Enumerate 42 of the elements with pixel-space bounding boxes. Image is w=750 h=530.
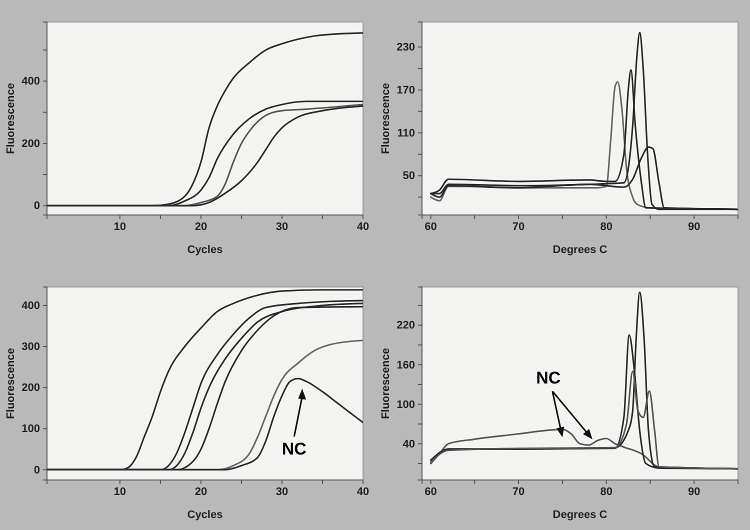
y-tick-label: 400 xyxy=(22,300,40,312)
y-tick-label: 0 xyxy=(34,464,40,476)
x-axis-title: Cycles xyxy=(187,244,223,256)
y-tick-label: 0 xyxy=(34,200,40,212)
x-tick-label: 60 xyxy=(424,220,437,233)
y-axis-title: Fluorescence xyxy=(5,348,17,419)
x-tick-label: 40 xyxy=(356,486,370,498)
y-axis-title: Fluorescence xyxy=(380,83,392,154)
x-tick-label: 30 xyxy=(276,220,288,233)
y-tick-label: 400 xyxy=(22,76,40,88)
y-tick-label: 230 xyxy=(396,42,415,54)
x-axis-title: Cycles xyxy=(187,509,223,521)
y-tick-label: 40 xyxy=(402,438,415,450)
annotation: NC xyxy=(282,440,306,459)
x-tick-label: 90 xyxy=(688,220,700,233)
x-tick-label: 20 xyxy=(194,220,208,233)
x-axis-title: Degrees C xyxy=(552,509,608,521)
y-tick-label: 200 xyxy=(22,138,40,150)
annotation: NC xyxy=(536,368,561,388)
y-tick-label: 50 xyxy=(402,170,415,182)
x-tick-label: 70 xyxy=(512,220,525,233)
x-tick-label: 10 xyxy=(114,220,126,233)
y-tick-label: 220 xyxy=(396,320,415,332)
y-tick-label: 110 xyxy=(397,127,415,140)
x-tick-label: 80 xyxy=(600,220,612,233)
y-tick-label: 200 xyxy=(22,382,40,394)
x-tick-label: 10 xyxy=(114,486,126,498)
y-axis-title: Fluorescence xyxy=(380,348,392,419)
x-tick-label: 40 xyxy=(356,220,370,233)
x-axis-title: Degrees C xyxy=(552,244,608,256)
y-tick-label: 170 xyxy=(396,84,415,96)
y-tick-label: 300 xyxy=(22,341,40,354)
y-tick-label: 160 xyxy=(396,359,415,372)
x-tick-label: 30 xyxy=(276,486,288,498)
y-tick-label: 100 xyxy=(396,398,415,411)
x-tick-label: 20 xyxy=(194,486,208,498)
y-axis-title: Fluorescence xyxy=(5,83,17,154)
x-tick-label: 70 xyxy=(512,486,525,498)
x-tick-label: 60 xyxy=(424,486,437,498)
y-tick-label: 100 xyxy=(22,423,40,436)
x-tick-label: 80 xyxy=(600,486,612,498)
x-tick-label: 90 xyxy=(688,486,700,498)
